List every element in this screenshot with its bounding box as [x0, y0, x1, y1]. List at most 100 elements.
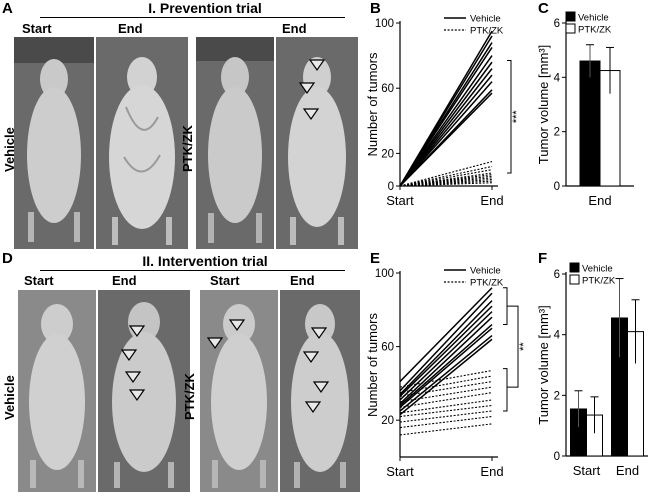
mouse-silhouette: [109, 57, 175, 245]
tumor-marker-icon: [304, 401, 322, 414]
row-label-vehicle: Vehicle: [2, 375, 17, 420]
col-label-end: End: [112, 273, 137, 288]
legend-label-vehicle: Vehicle: [578, 13, 609, 24]
vehicle-series-line: [399, 316, 493, 405]
tumor-marker-icon: [298, 82, 316, 95]
prevention-trial-title: I. Prevention trial: [148, 0, 262, 16]
mouse-photo-ptkzk-start: [200, 290, 278, 492]
ptkzk-series-line: [399, 404, 493, 418]
y-tick-label: 2: [554, 390, 560, 402]
y-tick-label: 6: [554, 18, 560, 30]
legend-label-ptkzk: PTK/ZK: [470, 278, 504, 289]
tumor-marker-icon: [228, 319, 246, 332]
vehicle-bar: [579, 60, 601, 187]
vehicle-series-line: [399, 305, 493, 397]
col-label-start: Start: [210, 273, 240, 288]
mouse-silhouette: [196, 37, 274, 243]
tumor-marker-icon: [206, 337, 224, 350]
legend-label-vehicle: Vehicle: [470, 14, 501, 25]
x-category-label: End: [616, 463, 639, 478]
y-tick-label: 60: [381, 83, 394, 95]
chart-f-tumor-volume: 0 2 4 6 Tumor volume [mm³] Start End VehiclePTK…: [536, 262, 648, 478]
y-tick-label: 20: [381, 415, 394, 427]
mouse-silhouette: [206, 304, 267, 488]
y-tick-label: 60: [381, 342, 394, 354]
ptkzk-series-line: [399, 381, 493, 397]
x-category-label: End: [588, 193, 611, 208]
ptkzk-series-line: [399, 177, 493, 187]
panel-letter-c: C: [538, 0, 549, 17]
ptkzk-series-line: [399, 375, 493, 394]
col-label-start: Start: [24, 273, 54, 288]
col-label-end: End: [290, 273, 315, 288]
vehicle-series-line: [399, 311, 493, 401]
mouse-silhouette: [291, 304, 349, 488]
intervention-trial-title: II. Intervention trial: [142, 253, 268, 269]
legend-label-vehicle: Vehicle: [582, 264, 613, 275]
tumor-marker-icon: [310, 327, 328, 340]
y-tick-label: 4: [554, 72, 561, 84]
panel-letter-f: F: [538, 250, 548, 267]
panel-letter-b: B: [370, 0, 381, 17]
ptkzk-series-line: [399, 423, 493, 436]
ptkzk-series-line: [399, 161, 493, 187]
x-tick-label: End: [480, 193, 503, 208]
legend-label-ptkzk: PTK/ZK: [578, 25, 612, 36]
y-axis-label: Tumor volume [mm³]: [536, 305, 551, 424]
row-label-ptkzk: PTK/ZK: [180, 125, 195, 172]
y-tick-label: 100: [375, 268, 394, 280]
y-tick-label: 6: [554, 269, 560, 281]
title-underline: [40, 17, 345, 18]
row-label-ptkzk: PTK/ZK: [182, 373, 197, 420]
significance-label: **: [518, 342, 530, 351]
ptkzk-series-line: [399, 182, 493, 187]
mouse-silhouette: [288, 57, 346, 245]
vehicle-series-line: [399, 47, 493, 187]
mouse-photo-vehicle-end: [96, 37, 188, 249]
col-label-end: End: [118, 21, 143, 36]
y-tick-label: 100: [375, 18, 394, 30]
y-tick-label: 0: [554, 451, 560, 463]
mouse-photo-vehicle-start: [14, 37, 94, 249]
tumor-marker-icon: [124, 371, 142, 384]
col-label-start: Start: [22, 21, 52, 36]
x-tick-label: Start: [386, 464, 414, 479]
legend-swatch-vehicle: [569, 262, 580, 273]
vehicle-series-line: [399, 92, 493, 187]
significance-bracket-ptkzk: [503, 368, 508, 412]
panel-letter-e: E: [370, 250, 381, 267]
col-label-end: End: [282, 21, 307, 36]
tumor-marker-icon: [308, 59, 326, 72]
ptkzk-series-line: [399, 392, 493, 408]
ptkzk-series-line: [399, 178, 493, 187]
ptkzk-series-line: [399, 386, 493, 403]
legend-swatch-ptkzk: [565, 23, 576, 34]
legend-swatch-ptkzk: [569, 274, 580, 285]
ptkzk-series-line: [399, 415, 493, 429]
y-tick-label: 0: [554, 181, 560, 193]
mouse-photo-vehicle-end: [98, 290, 190, 492]
chart-b-tumor-count: 0 20 60 100 Start End Number of tumors VehicleP…: [365, 14, 523, 209]
mouse-photo-ptkzk-start: [196, 37, 274, 249]
panel-letter-a: A: [2, 0, 13, 17]
tumor-marker-icon: [120, 349, 138, 362]
y-tick-label: 20: [381, 148, 394, 160]
tumor-marker-icon: [302, 351, 320, 364]
y-tick-label: 4: [554, 330, 561, 342]
vehicle-series-line: [399, 300, 493, 395]
x-tick-label: Start: [386, 193, 414, 208]
vehicle-series-line: [399, 287, 493, 383]
legend-label-ptkzk: PTK/ZK: [470, 26, 504, 37]
significance-bracket-outer: [507, 305, 519, 388]
ptkzk-series-line: [399, 369, 493, 388]
ptkzk-series-line: [399, 410, 493, 423]
mouse-silhouette: [29, 304, 85, 488]
title-underline: [40, 270, 345, 271]
significance-label: ***: [511, 110, 523, 124]
tumor-marker-icon: [128, 325, 146, 338]
tumor-marker-icon: [128, 389, 146, 402]
mouse-silhouette: [112, 302, 176, 488]
ptkzk-series-line: [399, 172, 493, 187]
vehicle-series-line: [399, 81, 493, 187]
